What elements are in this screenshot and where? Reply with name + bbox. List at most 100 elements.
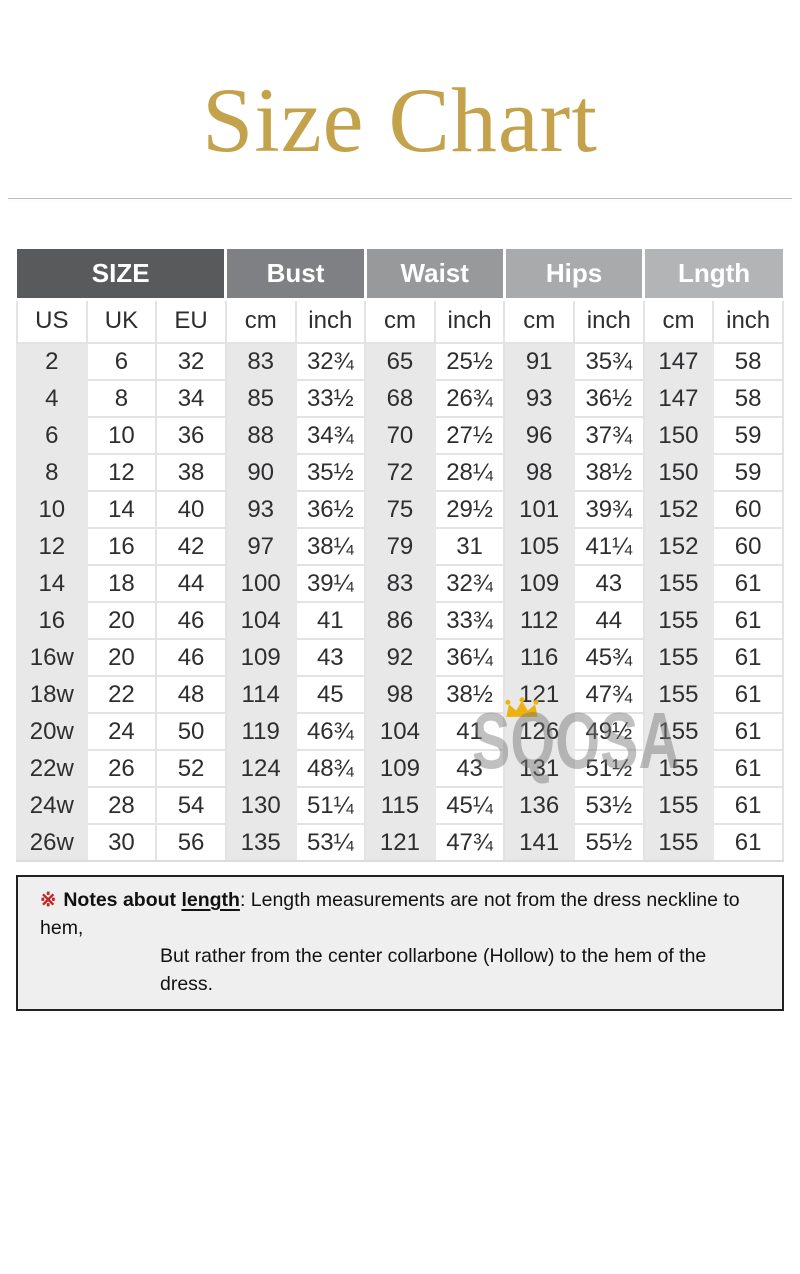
table-cell: 36¼ [433, 638, 506, 677]
table-cell: 32¾ [433, 564, 506, 603]
table-cell: 38¼ [294, 527, 367, 566]
table-cell: 135 [224, 823, 297, 862]
table-row: 8 12 38 90 35½ 72 28¼ 98 38½ 150 59 [16, 453, 784, 492]
table-cell: 40 [155, 490, 227, 529]
table-cell: 33¾ [433, 601, 506, 640]
column-header: UK [85, 298, 158, 344]
table-cell: 14 [16, 564, 88, 603]
table-cell: 18w [16, 675, 88, 714]
title-divider [8, 198, 792, 199]
table-cell: 150 [642, 416, 715, 455]
table-row: 10 14 40 93 36½ 75 29½ 101 39¾ 152 60 [16, 490, 784, 529]
table-cell: 32 [155, 342, 227, 381]
table-cell: 105 [503, 527, 575, 566]
table-row: 16 20 46 104 41 86 33¾ 112 44 155 61 [16, 601, 784, 640]
table-cell: 70 [364, 416, 436, 455]
table-cell: 20 [85, 638, 158, 677]
column-header: EU [155, 298, 227, 344]
table-cell: 98 [364, 675, 436, 714]
table-cell: 28¼ [433, 453, 506, 492]
table-row: 16w 20 46 109 43 92 36¼ 116 45¾ 155 61 [16, 638, 784, 677]
table-row: 12 16 42 97 38¼ 79 31 105 41¼ 152 60 [16, 527, 784, 566]
table-cell: 16 [85, 527, 158, 566]
table-cell: 61 [712, 712, 784, 751]
note-text-line2: But rather from the center collarbone (H… [160, 945, 707, 995]
page-title: Size Chart [202, 69, 598, 171]
table-cell: 20 [85, 601, 158, 640]
table-cell: 141 [503, 823, 575, 862]
table-cell: 43 [294, 638, 367, 677]
table-cell: 18 [85, 564, 158, 603]
table-cell: 26 [85, 749, 158, 788]
table-cell: 6 [16, 416, 88, 455]
table-cell: 24 [85, 712, 158, 751]
table-cell: 97 [224, 527, 297, 566]
table-cell: 47¾ [433, 823, 506, 862]
table-cell: 2 [16, 342, 88, 381]
table-cell: 12 [16, 527, 88, 566]
note-line-1: ※ Notes about length: Length measurements… [40, 886, 764, 942]
table-cell: 61 [712, 786, 784, 825]
table-cell: 36½ [573, 379, 645, 418]
table-cell: 54 [155, 786, 227, 825]
table-cell: 49½ [573, 712, 645, 751]
table-row: 26w 30 56 135 53¼ 121 47¾ 141 55½ 155 61 [16, 823, 784, 862]
table-cell: 155 [642, 749, 715, 788]
table-cell: 155 [642, 638, 715, 677]
table-row: 20w 24 50 119 46¾ 104 41 126 49½ 155 61 [16, 712, 784, 751]
table-cell: 26¾ [433, 379, 506, 418]
size-chart-image: Size Chart SIZE Bust Waist Hips Lngth US UK EU… [0, 74, 800, 1011]
table-row: 6 10 36 88 34¾ 70 27½ 96 37¾ 150 59 [16, 416, 784, 455]
table-cell: 150 [642, 453, 715, 492]
table-row: 4 8 34 85 33½ 68 26¾ 93 36½ 147 58 [16, 379, 784, 418]
table-cell: 72 [364, 453, 436, 492]
table-group-header-row: SIZE Bust Waist Hips Lngth [17, 249, 783, 301]
column-group-header: Hips [504, 249, 646, 301]
table-cell: 155 [642, 564, 715, 603]
table-row: 18w 22 48 114 45 98 38½ 121 47¾ 155 61 [16, 675, 784, 714]
table-cell: 109 [503, 564, 575, 603]
table-cell: 136 [503, 786, 575, 825]
table-cell: 93 [224, 490, 297, 529]
table-cell: 155 [642, 675, 715, 714]
table-cell: 61 [712, 749, 784, 788]
column-header: cm [642, 298, 715, 344]
table-cell: 42 [155, 527, 227, 566]
table-cell: 79 [364, 527, 436, 566]
table-cell: 121 [364, 823, 436, 862]
table-cell: 38½ [573, 453, 645, 492]
table-cell: 61 [712, 638, 784, 677]
column-group-header: Bust [225, 249, 367, 301]
table-cell: 124 [224, 749, 297, 788]
table-cell: 61 [712, 564, 784, 603]
table-cell: 155 [642, 601, 715, 640]
column-header: inch [573, 298, 645, 344]
table-cell: 38 [155, 453, 227, 492]
table-cell: 85 [224, 379, 297, 418]
table-cell: 47¾ [573, 675, 645, 714]
table-cell: 10 [16, 490, 88, 529]
column-group-header: Lngth [643, 249, 783, 301]
table-cell: 33½ [294, 379, 367, 418]
table-cell: 58 [712, 342, 784, 381]
table-cell: 155 [642, 786, 715, 825]
column-header: cm [503, 298, 575, 344]
column-group-header: Waist [365, 249, 506, 301]
table-cell: 35½ [294, 453, 367, 492]
table-cell: 119 [224, 712, 297, 751]
column-header: US [16, 298, 88, 344]
table-subheader-row: US UK EU cm inch cm inch cm inch cm inch [16, 298, 784, 344]
table-cell: 65 [364, 342, 436, 381]
table-cell: 155 [642, 712, 715, 751]
table-cell: 39¼ [294, 564, 367, 603]
table-cell: 92 [364, 638, 436, 677]
table-cell: 61 [712, 823, 784, 862]
table-cell: 50 [155, 712, 227, 751]
reference-mark-icon: ※ [40, 889, 57, 911]
table-cell: 86 [364, 601, 436, 640]
table-cell: 59 [712, 416, 784, 455]
table-cell: 152 [642, 527, 715, 566]
table-cell: 53¼ [294, 823, 367, 862]
table-cell: 60 [712, 527, 784, 566]
table-cell: 52 [155, 749, 227, 788]
